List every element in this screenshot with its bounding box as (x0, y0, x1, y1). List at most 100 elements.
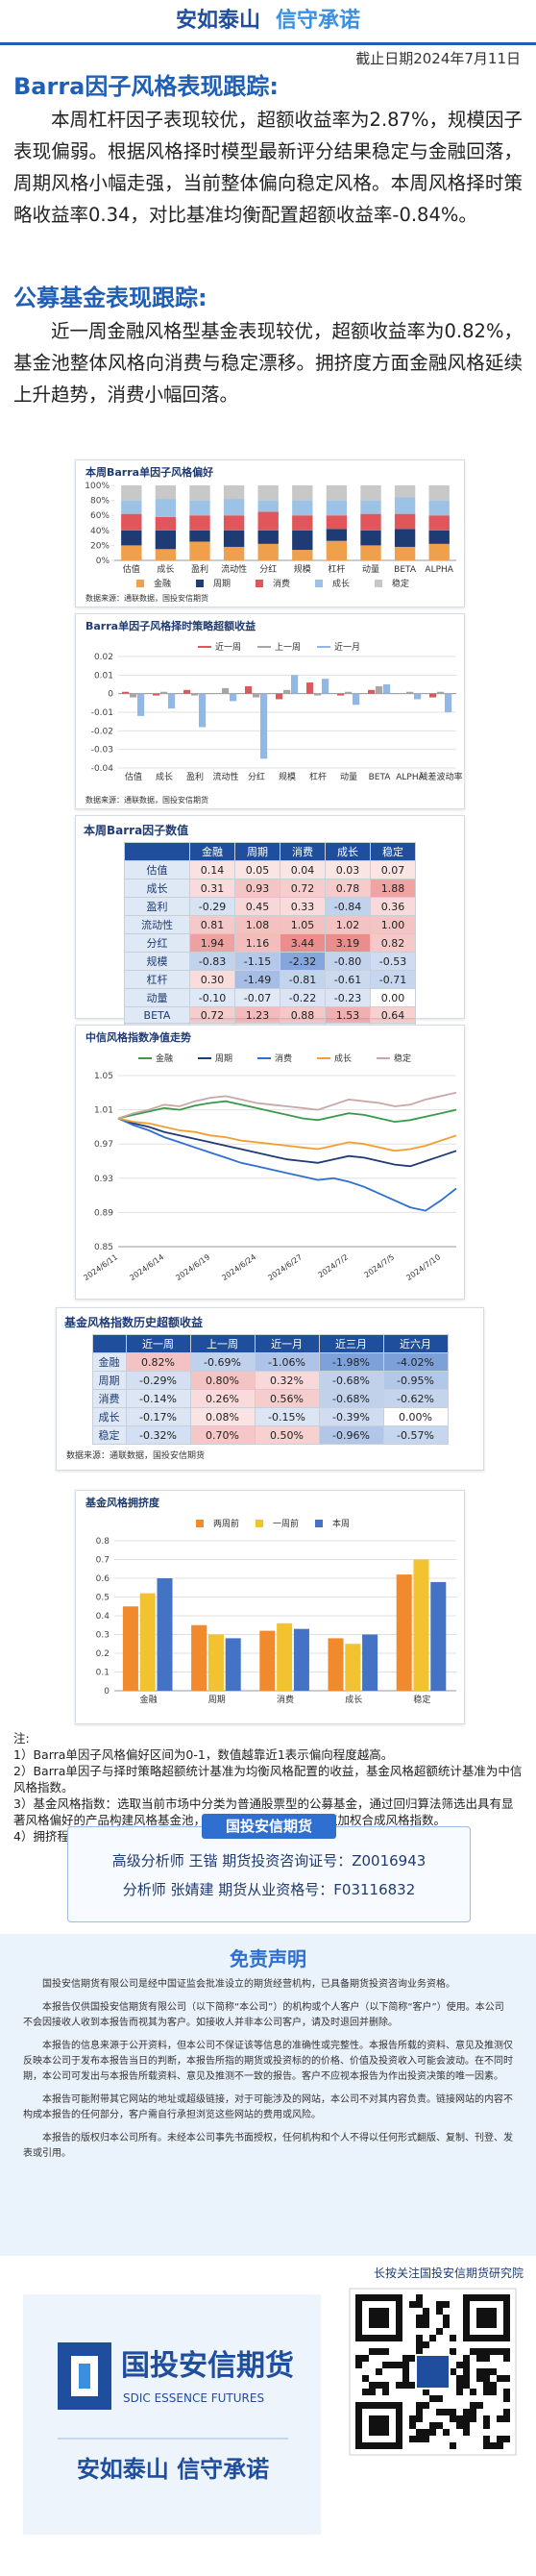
row-label: 杠杆 (124, 970, 190, 989)
bar (406, 691, 414, 694)
qr-module (503, 2389, 510, 2395)
bar-segment (428, 485, 450, 501)
disclaimer-paragraph: 本报告的信息来源于公开资料，但本公司不保证该等信息的准确性或完整性。本报告所载的… (23, 2041, 513, 2082)
qr-module (409, 2422, 416, 2429)
table-cell: 0.26% (189, 1389, 256, 1408)
data-table: 近一周 上一周 近一月 近三月 近六月 金融 0.82% -0.69% -1.06% -1.98%… (91, 1334, 449, 1445)
column-header: 上一周 (189, 1334, 256, 1353)
qr-module (362, 2355, 369, 2362)
table-cell: -1.15 (234, 952, 280, 971)
qr-module (503, 2375, 510, 2382)
paragraph: 本周杠杆因子表现较优，超额收益率为2.87%，规模因子表现偏弱。根据风格择时模型… (13, 109, 523, 226)
table-cell: 0.05 (234, 860, 280, 879)
legend-swatch (256, 1520, 263, 1527)
qr-module (476, 2402, 483, 2409)
logo-mark (79, 2364, 90, 2389)
qr-module (369, 2389, 376, 2395)
source-note: 数据来源：通联数据，国投安信期货 (85, 593, 208, 603)
table-cell: 1.16 (234, 933, 280, 953)
bar (345, 1644, 361, 1691)
qr-module (483, 2442, 490, 2449)
legend-label: 周期 (213, 579, 231, 589)
bar-segment (428, 515, 450, 531)
qr-module (490, 2348, 497, 2355)
column-header: 近三月 (318, 1334, 384, 1353)
qr-module (503, 2415, 510, 2422)
chart-card: 中信风格指数净值走势 0.85 0.89 0.93 0.97 1.01 1.05 2024/6… (75, 1025, 465, 1300)
table-cell: -1.98% (318, 1352, 384, 1372)
qr-module (409, 2415, 416, 2422)
table-cell: -0.71 (370, 970, 416, 989)
y-tick-label: -0.02 (91, 727, 113, 736)
row-label: BETA (124, 1006, 190, 1024)
y-tick-label: 0.2 (96, 1649, 110, 1659)
table-cell: 0.82 (370, 933, 416, 953)
table-cell: 0.33 (280, 897, 326, 916)
x-tick-label: 周期 (208, 1695, 226, 1705)
table-row: 盈利 -0.29 0.45 0.33 -0.84 0.36 (124, 897, 416, 916)
column-header: 近一周 (125, 1334, 191, 1353)
bar-segment (189, 485, 210, 501)
bar-segment (155, 516, 177, 531)
qr-module (416, 2294, 423, 2301)
table-cell: -0.53 (370, 952, 416, 971)
row-label: 动量 (124, 988, 190, 1007)
x-tick-label: 2024/7/5 (363, 1252, 397, 1279)
x-tick-label: 2024/7/10 (404, 1252, 442, 1282)
x-tick-label: ALPHA (396, 773, 425, 782)
x-tick-label: 杠杆 (328, 563, 345, 575)
date: 截止日期2024年7月11日 (355, 50, 521, 67)
table-cell: 0.81 (189, 915, 235, 934)
paragraph: 近一周金融风格型基金表现较优，超额收益率为0.82%，基金池整体风格向消费与稳定… (13, 320, 523, 406)
qr-module (450, 2368, 456, 2375)
table-cell: -0.14% (125, 1389, 191, 1408)
legend-label: 上一周 (275, 642, 301, 653)
bar (396, 1574, 412, 1691)
legend-label: 金融 (156, 1053, 173, 1064)
table-cell: 1.02 (325, 915, 371, 934)
qr-module (382, 2362, 389, 2368)
analyst-line: 分析师 张婧建 期货从业资格号：F03116832 (122, 1881, 416, 1898)
table-cell: -0.68% (318, 1389, 384, 1408)
y-tick-label: -0.04 (91, 764, 114, 774)
bar-segment (155, 549, 177, 560)
row-label: 估值 (124, 860, 190, 879)
qr-module (369, 2348, 376, 2355)
table-cell: 1.88 (370, 879, 416, 898)
legend-label: 周期 (215, 1053, 232, 1064)
x-tick-label: 2024/6/11 (82, 1252, 119, 1282)
y-tick-label: 0.8 (96, 1537, 110, 1547)
qr-module (376, 2368, 382, 2375)
row-label: 分红 (124, 933, 190, 953)
qr-module (483, 2422, 490, 2429)
bar-segment (121, 513, 142, 531)
y-tick-label: 0.6 (96, 1574, 110, 1584)
bar (160, 691, 168, 694)
legend-swatch (196, 1520, 204, 1527)
bar (322, 679, 329, 694)
table-cell: 3.44 (280, 933, 326, 953)
column-header: 成长 (325, 842, 371, 861)
footer: 国投安信期货 SDIC ESSENCE FUTURES 安如泰山 信守承诺 长按… (0, 2256, 536, 2572)
table-cell: -0.39% (318, 1407, 384, 1426)
y-tick-label: 100% (85, 482, 110, 491)
legend-label: 两周前 (213, 1518, 239, 1529)
bar (429, 693, 437, 698)
x-tick-label: 金融 (140, 1694, 158, 1705)
column-header: 消费 (280, 842, 326, 861)
table-cell: 0.30 (189, 970, 235, 989)
logo-text: 国投安信期货 (121, 2349, 294, 2383)
bar (191, 1624, 207, 1691)
legend-label: 一周前 (273, 1518, 299, 1529)
chart-title: 基金风格拥挤度 (85, 1496, 160, 1509)
chart-title: Barra单因子风格择时策略超额收益 (85, 619, 256, 632)
y-tick-label: 0.7 (96, 1556, 110, 1566)
bar (368, 689, 376, 694)
qr-module (355, 2362, 362, 2368)
table-row: 杠杆 0.30 -1.49 -0.81 -0.61 -0.71 (124, 970, 416, 989)
bar-segment (394, 546, 416, 560)
bar-segment (360, 485, 381, 501)
legend-swatch (375, 580, 382, 587)
bar-segment (326, 500, 348, 516)
org-tab: 国投安信期货 (202, 1814, 336, 1839)
